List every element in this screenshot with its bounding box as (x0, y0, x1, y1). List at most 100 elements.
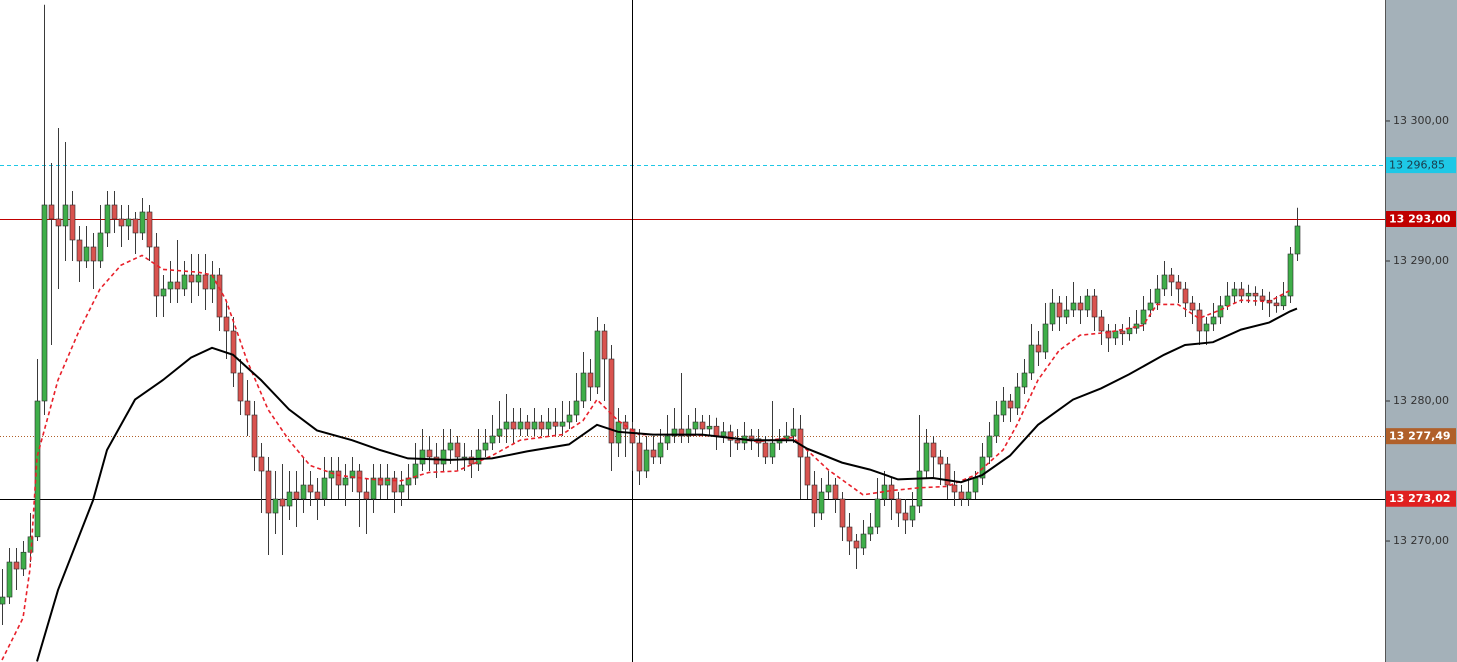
candle-body (636, 442, 643, 472)
candle-body (944, 463, 951, 486)
candle-body (475, 449, 482, 465)
candle-body (580, 372, 587, 402)
plot-area (0, 0, 1385, 662)
candle-body (1210, 316, 1217, 325)
candle-body (1147, 302, 1154, 311)
candle-body (34, 400, 41, 538)
candle-body (496, 428, 503, 437)
candle-body (986, 435, 993, 458)
y-tick-label: 13 290,00 (1393, 254, 1449, 267)
candle-body (349, 470, 356, 479)
candle-body (293, 491, 300, 500)
price-axis: 13 270,00 13 280,00 13 290,00 13 300,00 13 2… (1386, 114, 1456, 547)
candle-body (279, 498, 286, 507)
candle-body (1077, 302, 1084, 311)
candle-body (524, 421, 531, 430)
candle-body (321, 477, 328, 500)
candle-body (1140, 309, 1147, 325)
candle-body (1217, 305, 1224, 318)
candle-body (461, 456, 468, 459)
candle-body (902, 512, 909, 521)
price-level-tag (1386, 428, 1456, 445)
price-level-tag (1386, 490, 1456, 507)
candle-body (160, 288, 167, 297)
candle-body (69, 204, 76, 241)
candle-body (55, 218, 62, 227)
candle-body (1063, 309, 1070, 318)
candle-body (692, 421, 699, 430)
candle-body (748, 435, 755, 440)
candle-body (174, 281, 181, 290)
candle-body (951, 484, 958, 493)
candle-body (356, 470, 363, 493)
candle-body (426, 449, 433, 458)
candle-body (727, 431, 734, 441)
price-level-label: 13 296,85 (1389, 159, 1445, 172)
candle-body (1000, 400, 1007, 416)
candle-body (972, 477, 979, 493)
candle-body (1196, 309, 1203, 332)
candle-body (223, 316, 230, 332)
candle-body (587, 372, 594, 388)
candle-body (1161, 274, 1168, 290)
candle-body (706, 425, 713, 430)
candle-body (594, 330, 601, 388)
candle-body (790, 428, 797, 437)
candle-body (510, 421, 517, 430)
candle-body (97, 232, 104, 262)
candle-body (1280, 295, 1287, 307)
candle-body (769, 442, 776, 458)
candle-body (62, 204, 69, 227)
candle-body (272, 498, 279, 514)
candle-body (328, 470, 335, 479)
candle-body (342, 477, 349, 486)
candle-body (454, 442, 461, 458)
candle-body (419, 449, 426, 465)
candle-body (370, 477, 377, 500)
candle-body (391, 477, 398, 493)
candle-body (20, 551, 27, 570)
candle-body (118, 218, 125, 227)
candle-body (76, 239, 83, 262)
candle-body (1259, 295, 1266, 301)
candle-body (167, 281, 174, 290)
candle-body (153, 246, 160, 297)
candle-body (538, 421, 545, 430)
candle-body (1273, 302, 1280, 307)
candle-body (608, 358, 615, 444)
candle-body (146, 211, 153, 248)
candle-body (678, 428, 685, 437)
candle-body (601, 330, 608, 360)
candle-body (503, 421, 510, 430)
candle-body (531, 421, 538, 430)
candle-body (377, 477, 384, 486)
candle-body (846, 526, 853, 542)
candle-body (734, 439, 741, 444)
candle-body (468, 456, 475, 465)
candle-body (6, 561, 13, 598)
candle-body (860, 533, 867, 549)
candle-body (1168, 274, 1175, 283)
candle-body (1119, 330, 1126, 335)
candle-body (1084, 295, 1091, 311)
candle-body (1175, 281, 1182, 290)
candle-body (517, 421, 524, 430)
candle-body (202, 274, 209, 290)
candle-body (111, 204, 118, 220)
candle-body (48, 204, 55, 220)
candle-body (1182, 288, 1189, 304)
candle-body (664, 435, 671, 444)
candle-body (1224, 295, 1231, 307)
candle-body (440, 449, 447, 465)
candle-body (762, 442, 769, 458)
candle-body (265, 470, 272, 514)
candle-body (216, 274, 223, 318)
y-tick-label: 13 280,00 (1393, 394, 1449, 407)
candle-body (251, 414, 258, 458)
candle-body (41, 204, 48, 402)
candle-body (650, 449, 657, 458)
candle-body (1245, 292, 1252, 297)
price-level-label: 13 273,02 (1389, 492, 1451, 505)
candle-body (699, 421, 706, 430)
